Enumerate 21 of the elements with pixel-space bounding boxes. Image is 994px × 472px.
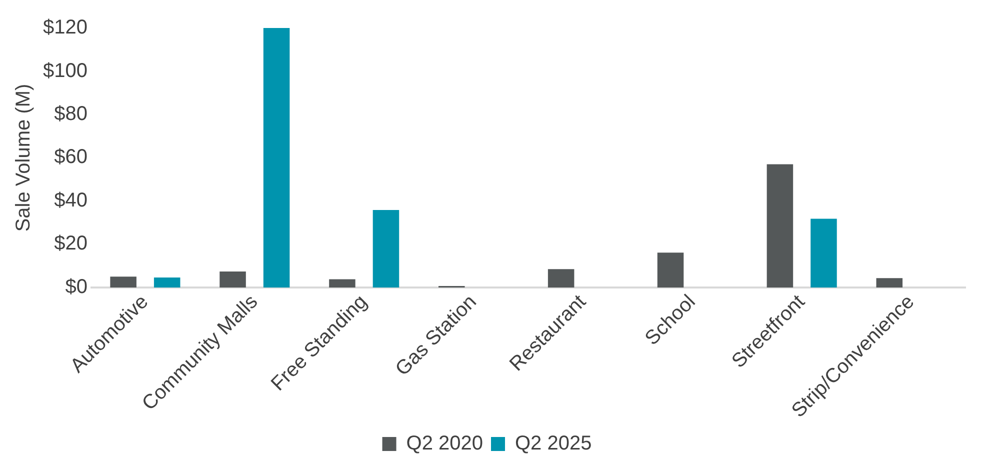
bar bbox=[154, 278, 180, 288]
legend-label: Q2 2020 bbox=[406, 432, 484, 455]
bar bbox=[548, 269, 574, 288]
bar bbox=[220, 271, 246, 288]
bar bbox=[263, 28, 290, 288]
y-axis-title: Sale Volume (M) bbox=[12, 84, 35, 232]
bar bbox=[329, 279, 356, 288]
bar bbox=[372, 210, 400, 288]
y-tick-label: $80 bbox=[54, 103, 88, 126]
bar bbox=[810, 218, 837, 288]
bar bbox=[876, 278, 903, 288]
y-tick-label: $100 bbox=[42, 60, 88, 82]
bar bbox=[110, 276, 136, 288]
legend-label: Q2 2025 bbox=[515, 432, 592, 455]
y-tick-label: $60 bbox=[54, 146, 88, 168]
y-tick-label: $40 bbox=[54, 189, 88, 212]
y-tick-label: $20 bbox=[54, 232, 88, 255]
bar bbox=[657, 252, 684, 288]
y-tick-label: $0 bbox=[65, 276, 88, 298]
bar bbox=[766, 164, 794, 288]
y-tick-label: $120 bbox=[42, 16, 88, 39]
